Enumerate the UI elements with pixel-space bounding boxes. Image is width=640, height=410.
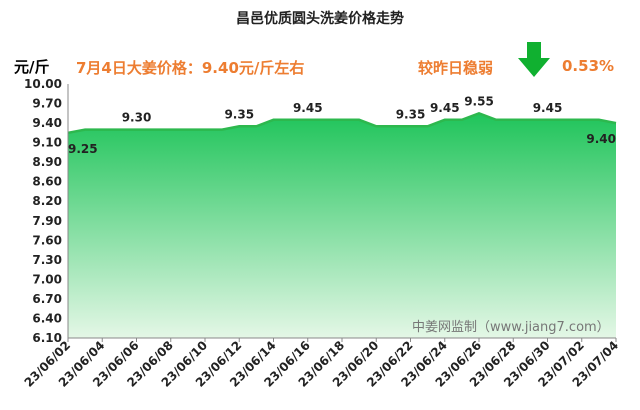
down-arrow-icon (518, 42, 550, 77)
watermark: 中姜网监制（www.jiang7.com） (412, 320, 610, 335)
data-label: 9.35 (224, 107, 254, 121)
y-tick-label: 7.30 (32, 253, 62, 267)
trend-annotation: 较昨日稳弱 (418, 59, 494, 77)
data-label: 9.55 (464, 94, 494, 108)
y-tick-label: 8.60 (32, 175, 62, 189)
y-tick-label: 6.40 (32, 311, 62, 325)
y-tick-label: 9.70 (32, 97, 62, 111)
data-label: 9.25 (68, 142, 98, 156)
chart-title: 昌邑优质圆头洗姜价格走势 (236, 11, 404, 27)
y-axis-unit-label: 元/斤 (14, 58, 50, 76)
y-tick-label: 8.20 (32, 194, 62, 208)
price-area-fill (68, 113, 616, 338)
data-label: 9.40 (586, 132, 616, 146)
y-tick-label: 9.10 (32, 136, 62, 150)
y-tick-label: 7.60 (32, 233, 62, 247)
data-label: 9.45 (533, 101, 563, 115)
y-tick-label: 6.10 (32, 331, 62, 345)
y-tick-label: 6.70 (32, 292, 62, 306)
data-label: 9.45 (293, 101, 323, 115)
y-tick-label: 9.40 (32, 116, 62, 130)
price-line (67, 111, 617, 135)
y-tick-label: 8.90 (32, 155, 62, 169)
price-annotation: 7月4日大姜价格：9.40元/斤左右 (76, 59, 305, 77)
change-percent: 0.53% (562, 57, 615, 75)
y-tick-label: 7.90 (32, 214, 62, 228)
data-label: 9.35 (396, 107, 426, 121)
down-arrow-shape (518, 42, 550, 77)
data-label: 9.45 (430, 101, 460, 115)
y-tick-label: 7.00 (32, 272, 62, 286)
y-tick-label: 10.00 (24, 77, 62, 91)
data-label: 9.30 (122, 111, 152, 125)
